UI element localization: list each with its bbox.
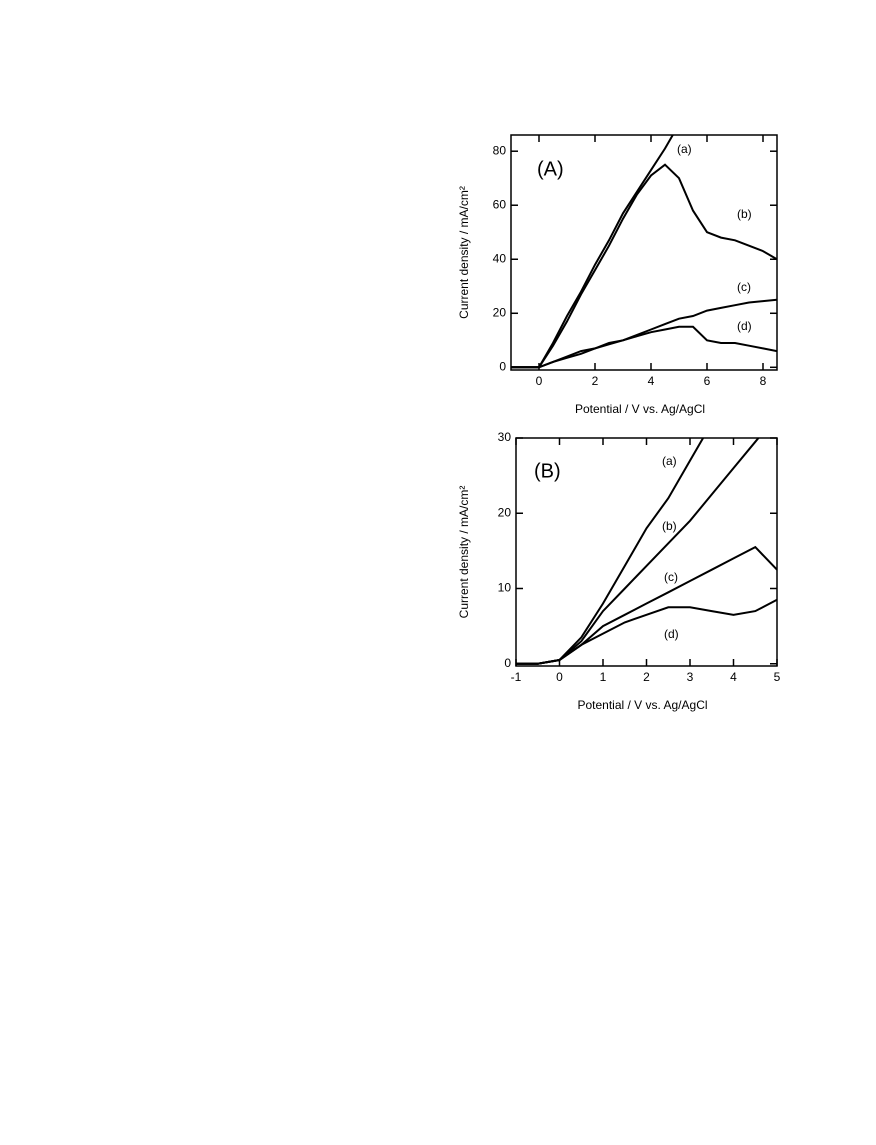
x-tick-label: 0 (556, 670, 563, 684)
series-label: (a) (677, 142, 692, 156)
x-tick-label: 0 (536, 374, 543, 388)
series-label: (b) (737, 207, 752, 221)
y-axis-label: Current density / mA/cm² (457, 486, 471, 619)
y-tick-label: 20 (498, 505, 512, 519)
data-line (511, 163, 777, 369)
series-label: (b) (662, 519, 677, 533)
x-tick-label: 8 (760, 374, 767, 388)
x-tick-label: 4 (648, 374, 655, 388)
y-tick-label: 60 (493, 197, 507, 211)
y-tick-label: 0 (499, 359, 506, 373)
panel-label: (B) (534, 460, 561, 482)
series-label: (c) (737, 280, 751, 294)
series-label: (c) (664, 570, 678, 584)
data-line (516, 438, 760, 665)
x-tick-label: 1 (600, 670, 607, 684)
data-line (516, 598, 777, 665)
x-axis-label: Potential / V vs. Ag/AgCl (577, 698, 707, 712)
plot-frame (510, 134, 778, 371)
x-tick-label: 3 (687, 670, 694, 684)
series-label: (d) (664, 627, 679, 641)
y-tick-label: 80 (493, 143, 507, 157)
panel-label: (A) (537, 158, 564, 180)
y-tick-label: 30 (498, 430, 512, 444)
x-tick-label: 2 (592, 374, 599, 388)
x-tick-label: 6 (704, 374, 711, 388)
x-tick-label: 2 (643, 670, 650, 684)
series-label: (a) (662, 454, 677, 468)
y-tick-label: 10 (498, 581, 512, 595)
x-tick-label: -1 (511, 670, 522, 684)
x-tick-label: 4 (730, 670, 737, 684)
y-tick-label: 40 (493, 251, 507, 265)
y-tick-label: 0 (504, 656, 511, 670)
series-label: (d) (737, 319, 752, 333)
y-axis-label: Current density / mA/cm² (457, 186, 471, 319)
x-tick-label: 5 (774, 670, 781, 684)
x-axis-label: Potential / V vs. Ag/AgCl (575, 402, 705, 416)
y-tick-label: 20 (493, 305, 507, 319)
data-line (511, 325, 777, 369)
